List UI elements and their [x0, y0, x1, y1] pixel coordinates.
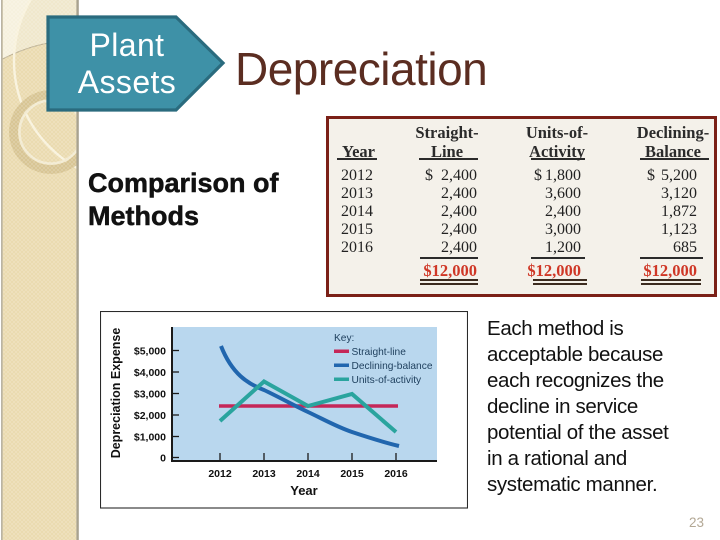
svg-text:2013: 2013: [252, 468, 276, 480]
svg-text:$2,000: $2,000: [134, 410, 166, 422]
svg-text:0: 0: [160, 453, 166, 465]
svg-text:Declining-balance: Declining-balance: [352, 361, 433, 372]
svg-text:Depreciation Expense: Depreciation Expense: [109, 328, 123, 459]
svg-text:$4,000: $4,000: [134, 367, 166, 379]
svg-text:2012: 2012: [208, 468, 232, 480]
svg-text:Key:: Key:: [334, 333, 354, 344]
svg-text:Year: Year: [290, 483, 317, 498]
svg-text:2014: 2014: [296, 468, 320, 480]
svg-text:2016: 2016: [384, 468, 408, 480]
svg-text:$1,000: $1,000: [134, 432, 166, 444]
svg-text:2015: 2015: [340, 468, 364, 480]
svg-text:Assets: Assets: [78, 64, 176, 100]
svg-text:Straight-line: Straight-line: [352, 347, 407, 358]
svg-text:Units-of-activity: Units-of-activity: [352, 375, 423, 386]
svg-text:Plant: Plant: [90, 27, 165, 63]
svg-text:$5,000: $5,000: [134, 346, 166, 358]
svg-text:$3,000: $3,000: [134, 389, 166, 401]
